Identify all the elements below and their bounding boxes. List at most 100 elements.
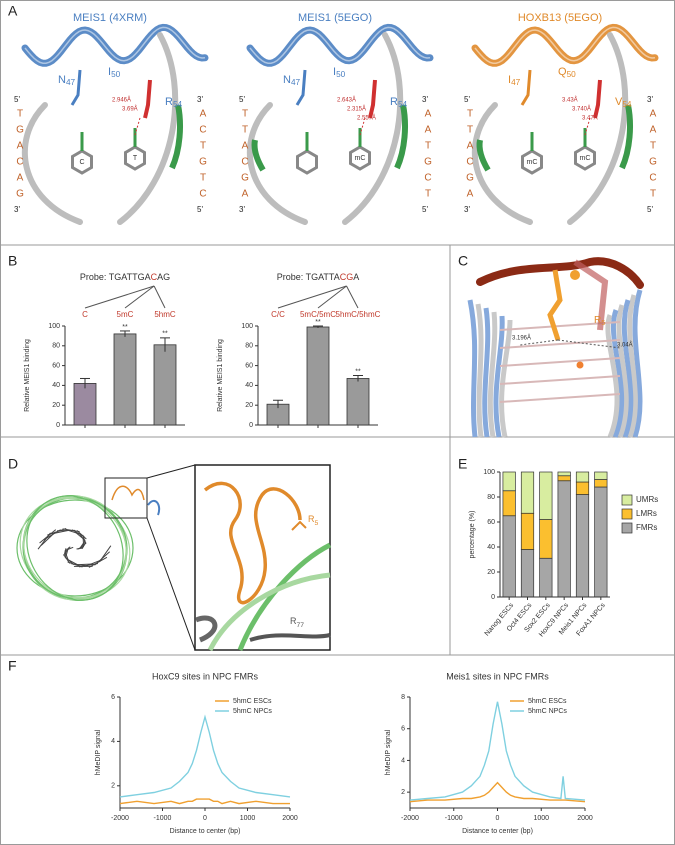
x-tick-label: 1000 (533, 815, 549, 822)
base-pair (499, 375, 621, 385)
category-label: C (82, 310, 88, 319)
legend-swatch (621, 494, 633, 506)
dna-wrap (22, 497, 128, 599)
y-tick-label: 20 (245, 402, 253, 409)
strand-base: A (425, 109, 432, 120)
probe-highlight: CG (340, 272, 354, 282)
strand-base: G (241, 173, 249, 184)
residue-number: 47 (66, 78, 76, 87)
zoom-line (146, 464, 196, 479)
h-bond (359, 117, 366, 136)
probe-prefix: Probe: TGATTGA (80, 272, 151, 282)
y-tick-label: 8 (401, 694, 405, 701)
distance-label: 3.740Å (572, 106, 591, 113)
y-tick-label: 80 (52, 343, 60, 350)
side-chain (547, 269, 563, 341)
dna-zoom (207, 572, 331, 652)
residue-letter: N (58, 74, 66, 86)
residue-number: 50 (111, 70, 121, 79)
dna-zoom (249, 633, 331, 642)
strand-end: 3' (239, 205, 245, 214)
dna-backbone (471, 102, 533, 225)
y-axis-label: hMeDIP signal (385, 729, 392, 775)
residue-number: 54 (398, 100, 408, 109)
strand-base: T (242, 125, 248, 136)
chart-title: HoxC9 sites in NPC FMRs (152, 671, 259, 681)
residue-number: 50 (567, 70, 577, 79)
x-tick-label: 0 (496, 815, 500, 822)
bar-segment (539, 557, 553, 598)
illustrations (16, 23, 659, 652)
h-bond (584, 117, 591, 136)
bar-segment (594, 486, 608, 598)
legend-label: FMRs (636, 523, 657, 532)
distance-label: 2.946Å (112, 97, 131, 104)
strand-end: 5' (14, 95, 20, 104)
y-tick-label: 0 (249, 422, 253, 429)
h-bond (134, 117, 141, 136)
category-label: 5hmC (154, 310, 176, 319)
histone-trace (40, 531, 56, 546)
side-chain (70, 69, 82, 106)
strand-base: A (467, 189, 474, 200)
y-tick-label: 40 (487, 544, 495, 551)
distance-label: 3.04Å (617, 342, 633, 349)
residue-number: 47 (511, 78, 521, 87)
bar-segment (557, 471, 571, 477)
x-tick-label: -1000 (154, 815, 172, 822)
residue-letter: V (615, 96, 623, 108)
residue-label: R77 (290, 616, 304, 628)
distance-label: 3.47Å (582, 115, 598, 122)
base-label: T (133, 155, 138, 162)
helix-highlight (24, 26, 206, 64)
strand-base: A (17, 141, 24, 152)
significance: ** (355, 368, 361, 375)
dna-stick (487, 311, 498, 438)
residue-number: 47 (291, 78, 301, 87)
strand-base: T (467, 125, 473, 136)
strand-base: A (650, 109, 657, 120)
line-series (119, 798, 290, 805)
base-ring (574, 145, 596, 171)
strand-base: T (17, 109, 23, 120)
legend-label: UMRs (636, 495, 658, 504)
legend-swatch (621, 522, 633, 534)
structure-title: HOXB13 (5EGO) (518, 12, 602, 24)
x-tick-label: -1000 (445, 815, 463, 822)
panel-letter: A (8, 3, 18, 19)
significance: ** (315, 319, 321, 326)
strand-base: T (200, 173, 206, 184)
atom (576, 361, 584, 369)
y-tick-label: 2 (401, 789, 405, 796)
base-pair (499, 393, 621, 403)
y-tick-label: 60 (52, 362, 60, 369)
dna-wrap (22, 497, 128, 599)
dna-stick (493, 315, 505, 438)
histone-trace (37, 532, 51, 550)
helix-highlight (474, 26, 656, 64)
panel-letter: F (8, 658, 17, 674)
dna-stick (616, 304, 629, 438)
strand-base: A (425, 125, 432, 136)
tail-ribbon (147, 499, 161, 516)
zoom-line (146, 517, 196, 651)
x-tick-label: -2000 (111, 815, 129, 822)
bar-segment (502, 471, 516, 492)
panel-letter: C (458, 253, 468, 269)
residue-number: 5 (315, 520, 319, 527)
strand-base: A (650, 125, 657, 136)
residue-label: I50 (333, 66, 346, 79)
dna-contact (394, 104, 408, 170)
strand-end: 3' (14, 205, 20, 214)
dna-stick (467, 299, 478, 438)
bar (113, 333, 137, 426)
side-chain (143, 79, 152, 119)
histone-trace (51, 529, 71, 535)
base-label: mC (355, 155, 366, 162)
strand-base: A (242, 141, 249, 152)
bar-segment (539, 471, 553, 520)
x-tick-label: 1000 (240, 815, 256, 822)
residue-letter: R (165, 96, 173, 108)
strand-base: G (466, 173, 474, 184)
probe-branch (124, 285, 155, 309)
